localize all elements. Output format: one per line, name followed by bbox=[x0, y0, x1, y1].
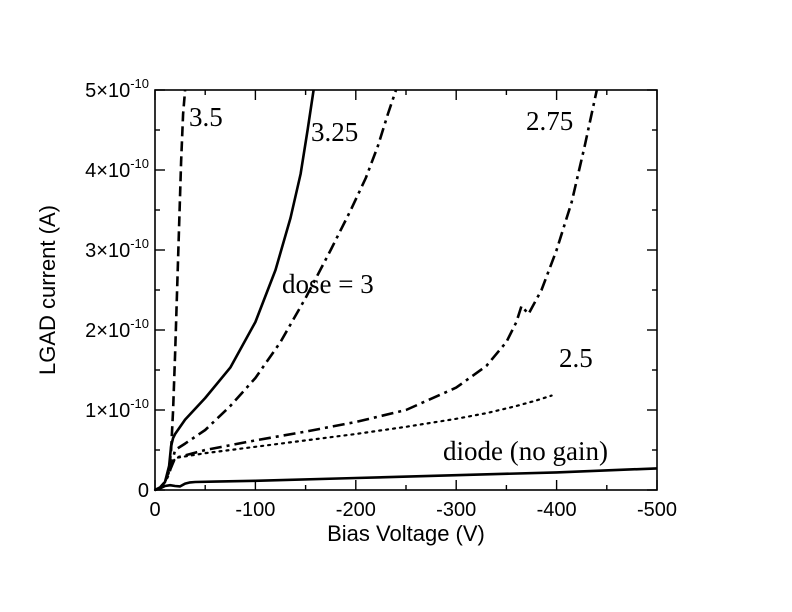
x-axis-title: Bias Voltage (V) bbox=[327, 521, 485, 546]
series-line-diode-no-gain- bbox=[154, 467, 658, 492]
series-label-3.5: 3.5 bbox=[189, 102, 223, 132]
series-label-dose-3: dose = 3 bbox=[282, 269, 374, 299]
y-tick-label: 2×10-10 bbox=[85, 316, 149, 342]
series-line-3.5 bbox=[154, 89, 187, 492]
plot-frame bbox=[154, 89, 658, 491]
x-tick-label: -400 bbox=[537, 499, 577, 521]
series-label-diode: diode (no gain) bbox=[443, 436, 608, 466]
x-tick-label: -200 bbox=[336, 499, 376, 521]
y-tick-label: 0 bbox=[138, 480, 149, 502]
x-tick-label: 0 bbox=[149, 499, 160, 521]
y-tick-label: 5×10-10 bbox=[85, 76, 149, 102]
x-tick-labels: 0 -100 -200 -300 -400 -500 bbox=[149, 499, 677, 521]
series-line-3.25 bbox=[154, 89, 315, 492]
series-line-2.5 bbox=[153, 394, 553, 492]
series-curves bbox=[153, 89, 658, 492]
y-tick-label: 3×10-10 bbox=[85, 236, 149, 262]
axis-ticks bbox=[154, 89, 658, 491]
x-tick-label: -300 bbox=[436, 499, 476, 521]
series-label-2.75: 2.75 bbox=[526, 106, 573, 136]
y-tick-label: 1×10-10 bbox=[85, 396, 149, 422]
series-label-3.25: 3.25 bbox=[311, 117, 358, 147]
x-tick-label: -100 bbox=[235, 499, 275, 521]
series-label-2.5: 2.5 bbox=[559, 343, 593, 373]
y-tick-labels: 0 1×10-10 2×10-10 3×10-10 4×10-10 5×10-1… bbox=[85, 76, 149, 502]
y-axis-title: LGAD current (A) bbox=[35, 205, 60, 375]
series-line-2.75 bbox=[154, 89, 599, 492]
y-tick-label: 4×10-10 bbox=[85, 156, 149, 182]
x-tick-label: -500 bbox=[637, 499, 677, 521]
